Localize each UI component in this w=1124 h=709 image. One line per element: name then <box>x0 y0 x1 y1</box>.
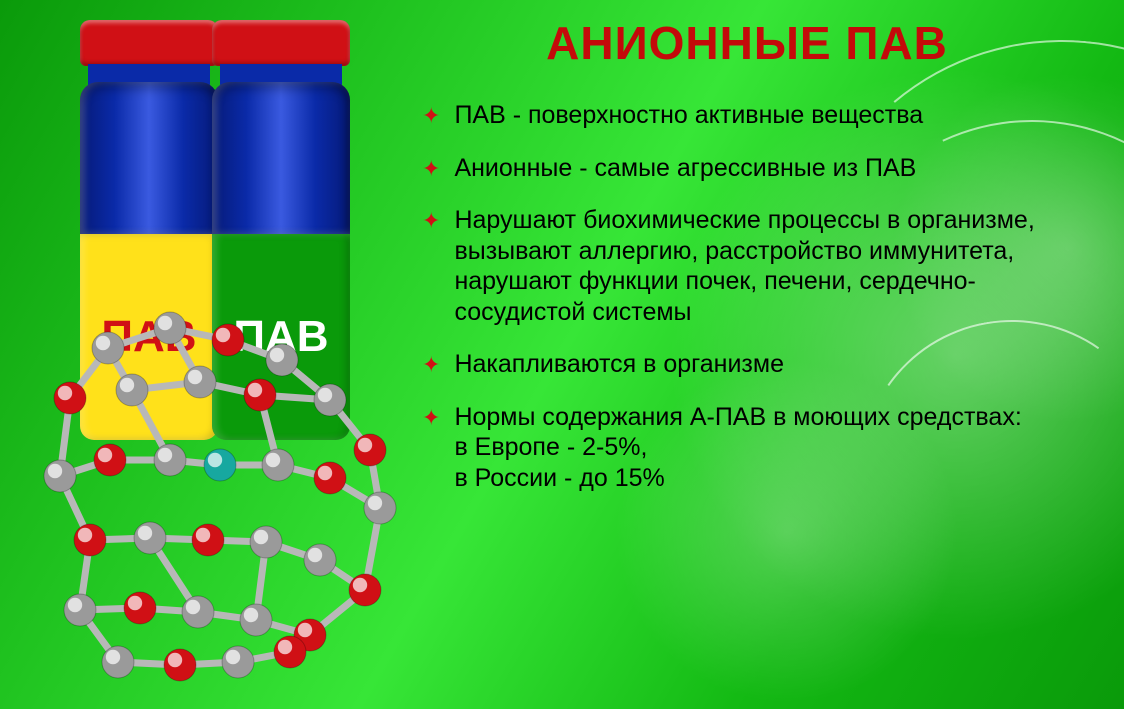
illustration-area: ПАВ ПАВ <box>20 20 440 690</box>
bottle-body <box>212 82 350 234</box>
list-item-text: Нормы содержания А-ПАВ в моющих средства… <box>454 402 1021 494</box>
bullet-icon: ✦ <box>422 407 440 429</box>
bullet-icon: ✦ <box>422 105 440 127</box>
list-item: ✦ Накапливаются в организме <box>422 349 1096 380</box>
list-item: ✦ Нарушают биохимические процессы в орган… <box>422 205 1096 327</box>
list-item-text: Нарушают биохимические процессы в органи… <box>454 205 1096 327</box>
slide-root: АНИОННЫЕ ПАВ ПАВ ПАВ <box>0 0 1124 709</box>
bullet-icon: ✦ <box>422 158 440 180</box>
list-item-text: Накапливаются в организме <box>454 349 784 380</box>
bottle-cap <box>212 20 350 66</box>
bullet-icon: ✦ <box>422 210 440 232</box>
list-item: ✦ ПАВ - поверхностно активные вещества <box>422 100 1096 131</box>
bullet-icon: ✦ <box>422 354 440 376</box>
list-item: ✦ Нормы содержания А-ПАВ в моющих средств… <box>422 402 1096 494</box>
bullet-list: ✦ ПАВ - поверхностно активные вещества ✦ Ан… <box>422 100 1096 689</box>
list-item-text: ПАВ - поверхностно активные вещества <box>454 100 923 131</box>
slide-title: АНИОННЫЕ ПАВ <box>400 16 1094 70</box>
list-item-text: Анионные - самые агрессивные из ПАВ <box>454 153 916 184</box>
molecule-diagram <box>20 290 420 690</box>
list-item: ✦ Анионные - самые агрессивные из ПАВ <box>422 153 1096 184</box>
bottle-body <box>80 82 218 234</box>
bottle-cap <box>80 20 218 66</box>
